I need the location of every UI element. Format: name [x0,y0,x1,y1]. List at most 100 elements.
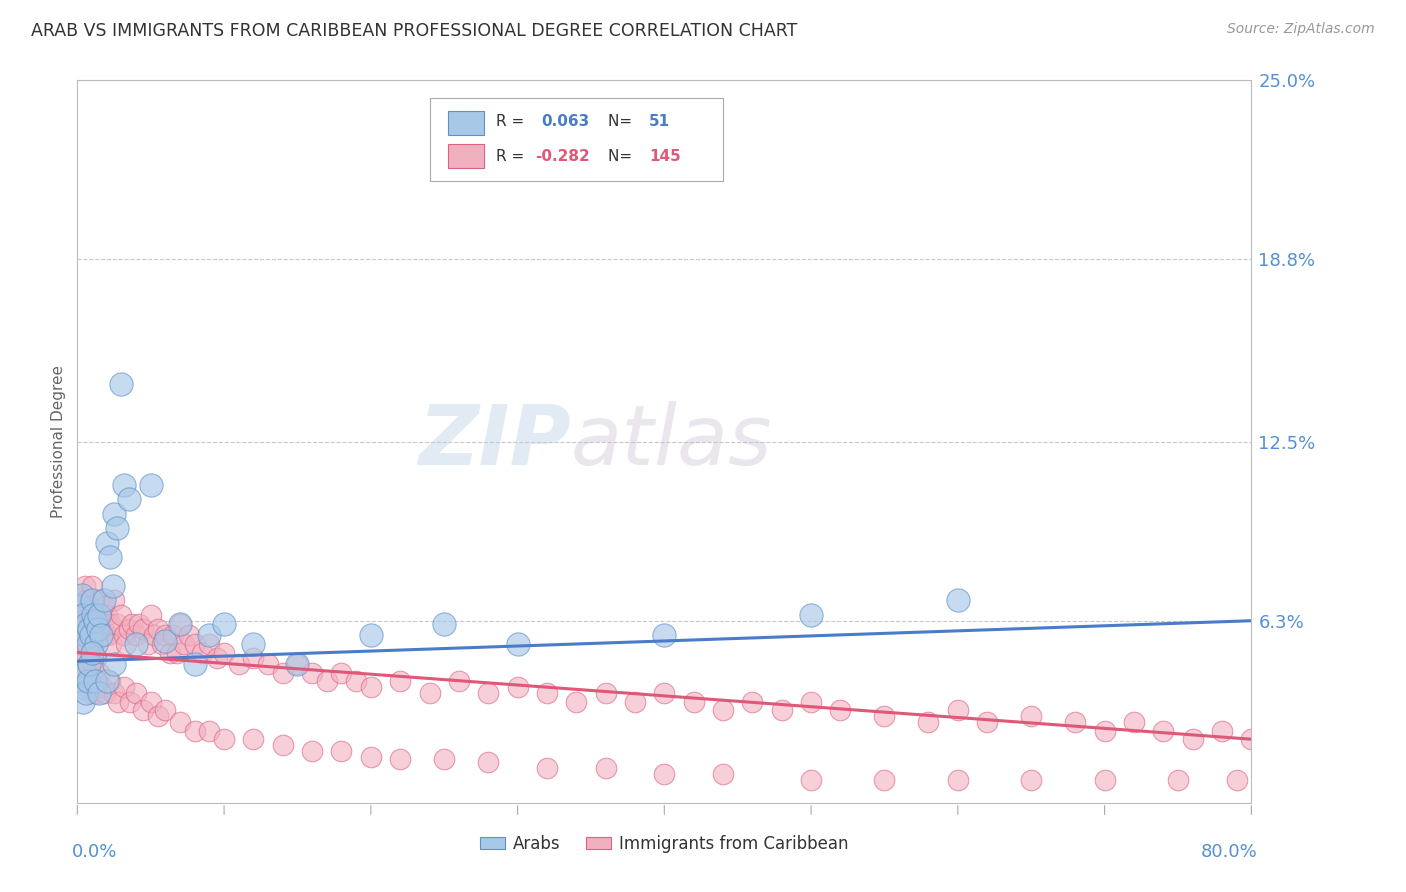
Point [125,637,148,651]
Point [76,637,98,651]
Point [360,749,382,764]
Point [80,637,103,651]
Point [139,695,162,709]
Point [91,680,114,694]
Point [73,623,96,637]
Point [315,674,337,689]
Point [565,695,588,709]
Point [652,767,676,781]
Point [1240,732,1263,747]
Point [96,674,118,689]
Point [800,772,823,787]
Point [98,674,121,689]
Point [84,674,107,689]
Point [1094,723,1116,738]
Point [76,674,98,689]
Point [506,637,529,651]
Point [711,767,734,781]
Point [1019,772,1042,787]
Point [741,695,763,709]
Point [72,607,94,622]
Point [75,593,97,607]
Point [70,628,93,642]
Point [103,686,125,700]
Point [125,628,148,642]
Text: 0.063: 0.063 [541,114,589,129]
Point [70,657,93,671]
Point [169,714,191,729]
Point [212,646,235,660]
Point [100,637,122,651]
Point [98,616,121,631]
Point [87,623,110,637]
Point [75,686,97,700]
Point [1094,772,1116,787]
Point [800,695,823,709]
Point [110,607,132,622]
Point [873,772,896,787]
Point [76,637,98,651]
Point [89,593,111,607]
Point [72,637,94,651]
Point [146,709,169,723]
Text: 145: 145 [650,149,681,163]
Point [183,637,207,651]
Point [873,709,896,723]
Point [91,623,114,637]
Text: N=: N= [607,114,637,129]
Point [73,628,96,642]
Text: R =: R = [496,114,530,129]
Point [89,686,111,700]
Point [976,714,998,729]
Point [212,732,235,747]
Point [1064,714,1087,729]
Point [80,593,103,607]
Point [212,616,235,631]
Point [112,628,135,642]
Text: ARAB VS IMMIGRANTS FROM CARIBBEAN PROFESSIONAL DEGREE CORRELATION CHART: ARAB VS IMMIGRANTS FROM CARIBBEAN PROFES… [31,22,797,40]
Point [162,628,184,642]
Point [118,492,141,507]
Point [93,599,115,614]
Point [79,628,101,642]
Point [1019,709,1042,723]
Point [128,616,150,631]
Text: Source: ZipAtlas.com: Source: ZipAtlas.com [1227,22,1375,37]
Point [86,651,108,665]
Point [595,686,617,700]
Point [287,657,309,671]
Point [1167,772,1189,787]
Point [73,665,96,680]
FancyBboxPatch shape [430,98,723,181]
Y-axis label: Professional Degree: Professional Degree [51,365,66,518]
Point [142,628,165,642]
Point [87,616,110,631]
Point [103,657,125,671]
Point [159,646,181,660]
Point [86,637,108,651]
Point [242,732,264,747]
Point [94,686,117,700]
Point [89,607,111,622]
Point [110,376,132,391]
Point [90,607,112,622]
Point [70,588,93,602]
Point [652,686,676,700]
Legend: Arabs, Immigrants from Caribbean: Arabs, Immigrants from Caribbean [474,828,855,860]
Point [79,646,101,660]
Point [301,744,323,758]
Point [94,628,117,642]
Text: ZIP: ZIP [418,401,571,482]
Point [682,695,704,709]
Point [146,623,169,637]
Text: -0.282: -0.282 [536,149,591,163]
Point [82,623,104,637]
Point [76,657,98,671]
Point [198,637,221,651]
Point [82,657,104,671]
Point [433,752,456,766]
Point [1122,714,1144,729]
Point [75,628,97,642]
Point [136,637,159,651]
Point [271,738,294,752]
